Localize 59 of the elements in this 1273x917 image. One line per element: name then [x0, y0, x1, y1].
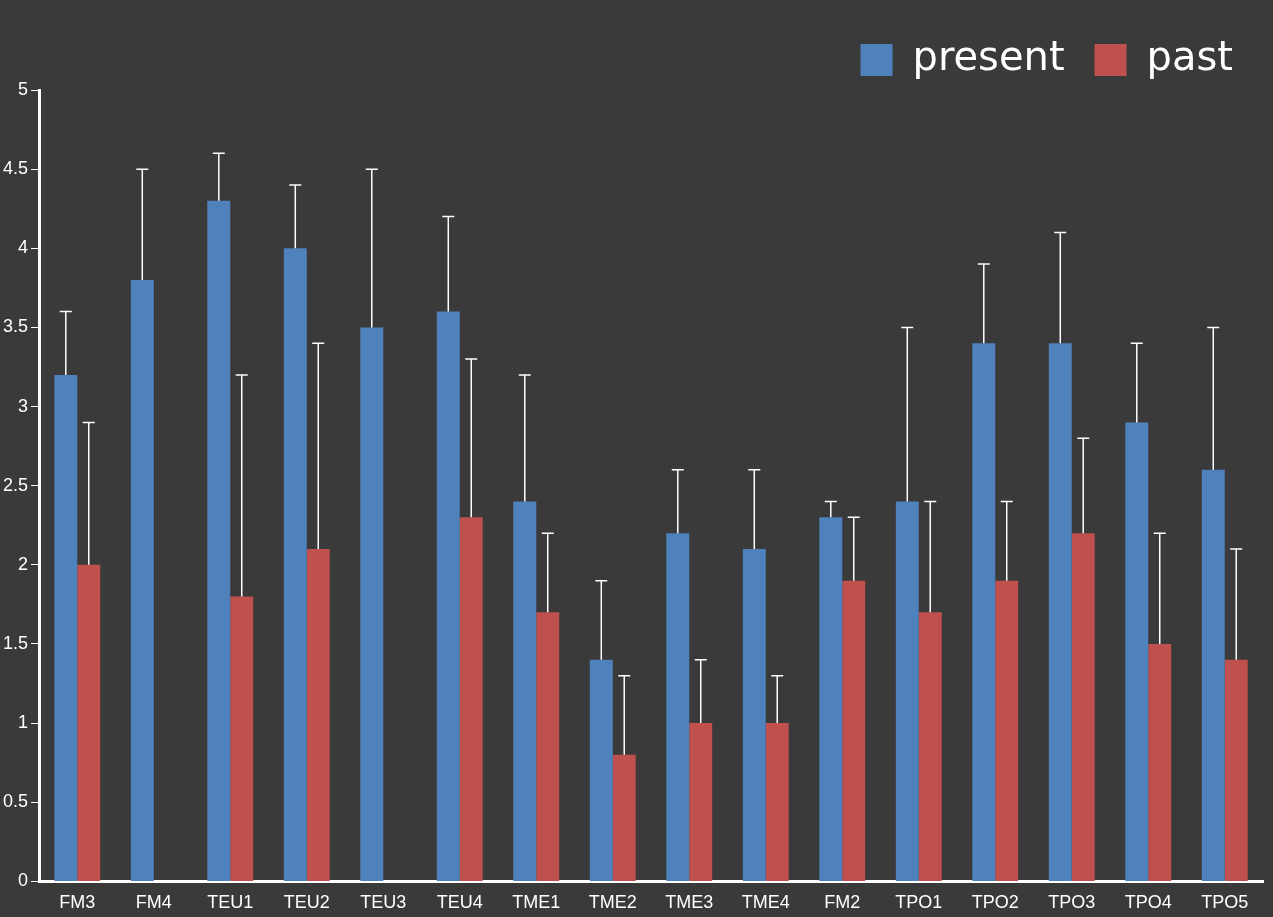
bar — [459, 517, 483, 881]
y-tick-label: 3 — [18, 395, 29, 416]
legend-label: past — [1146, 33, 1234, 80]
bar — [1048, 343, 1072, 881]
y-tick-label: 0 — [18, 870, 29, 891]
bar — [742, 549, 766, 881]
bar — [918, 612, 942, 881]
x-tick-label: FM3 — [59, 892, 96, 913]
bar — [230, 596, 254, 881]
y-tick-label: 4 — [18, 237, 29, 258]
bar — [536, 612, 560, 881]
x-tick-label: TEU2 — [283, 892, 330, 913]
y-tick-label: 4.5 — [2, 158, 29, 179]
bar — [1201, 469, 1225, 881]
bar — [306, 549, 330, 881]
bar — [283, 248, 307, 881]
bar — [589, 659, 613, 881]
legend-label: present — [912, 33, 1065, 80]
bar — [1224, 659, 1248, 881]
y-tick-label: 0.5 — [2, 791, 29, 812]
bar — [895, 501, 919, 881]
y-tick-label: 1.5 — [2, 632, 29, 653]
x-tick-label: TME3 — [665, 892, 714, 913]
bar — [513, 501, 537, 881]
x-tick-label: TPO4 — [1124, 892, 1172, 913]
bar — [360, 327, 384, 881]
bar — [666, 533, 690, 881]
bar — [765, 723, 789, 881]
x-tick-label: TME2 — [588, 892, 637, 913]
x-tick-label: TPO5 — [1201, 892, 1249, 913]
bar — [1148, 643, 1172, 881]
x-tick-label: TPO2 — [971, 892, 1019, 913]
bar — [54, 374, 78, 881]
bar — [842, 580, 866, 881]
y-tick-label: 3.5 — [2, 316, 29, 337]
bar — [436, 311, 460, 881]
x-tick-label: TPO1 — [895, 892, 943, 913]
x-tick-label: TEU4 — [436, 892, 483, 913]
bar — [612, 754, 636, 881]
bar — [207, 200, 231, 881]
bar — [819, 517, 843, 881]
bar — [1071, 533, 1095, 881]
bar — [77, 564, 101, 881]
x-tick-label: TME1 — [512, 892, 561, 913]
y-tick-label: 1 — [18, 712, 29, 733]
bar — [1125, 422, 1149, 881]
x-tick-label: TPO3 — [1048, 892, 1096, 913]
bar — [972, 343, 996, 881]
y-tick-label: 2 — [18, 553, 29, 574]
bar — [130, 279, 154, 881]
x-tick-label: FM2 — [824, 892, 861, 913]
x-tick-label: TME4 — [741, 892, 790, 913]
bar — [995, 580, 1019, 881]
x-tick-label: TEU3 — [360, 892, 407, 913]
y-tick-label: 2.5 — [2, 474, 29, 495]
x-tick-label: TEU1 — [207, 892, 254, 913]
bar — [689, 723, 713, 881]
x-tick-label: FM4 — [135, 892, 172, 913]
y-tick-label: 5 — [18, 78, 29, 99]
